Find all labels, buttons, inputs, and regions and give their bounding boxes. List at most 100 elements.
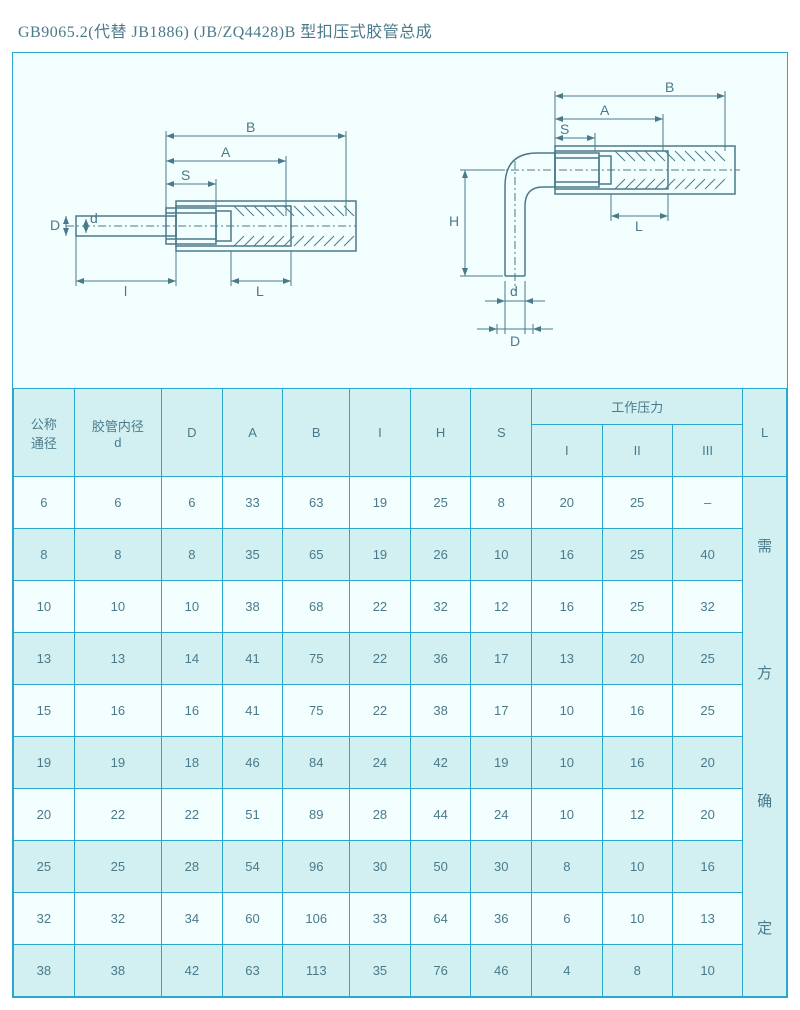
table-cell: 10 <box>74 581 161 633</box>
table-cell: 24 <box>471 789 532 841</box>
table-cell: 38 <box>410 685 471 737</box>
svg-text:H: H <box>449 213 459 229</box>
col-nominal: 公称 通径 <box>14 389 75 477</box>
table-cell: 20 <box>14 789 75 841</box>
table-cell: 16 <box>74 685 161 737</box>
table-cell: 12 <box>471 581 532 633</box>
diagram-straight-fitting: B A S <box>46 116 376 326</box>
table-row: 252528549630503081016 <box>14 841 787 893</box>
table-cell: 16 <box>602 685 672 737</box>
table-row: 1919184684244219101620 <box>14 737 787 789</box>
table-cell: 30 <box>471 841 532 893</box>
table-cell: 4 <box>532 945 602 997</box>
table-cell: 10 <box>162 581 223 633</box>
table-cell: 22 <box>350 581 411 633</box>
table-cell: 8 <box>162 529 223 581</box>
table-cell: 38 <box>14 945 75 997</box>
svg-text:B: B <box>665 79 674 95</box>
table-cell: 33 <box>222 477 283 529</box>
table-cell: 20 <box>672 789 742 841</box>
col-H: H <box>410 389 471 477</box>
page-title: GB9065.2(代替 JB1886) (JB/ZQ4428)B 型扣压式胶管总… <box>18 18 788 42</box>
col-B: B <box>283 389 350 477</box>
table-cell: – <box>672 477 742 529</box>
table-cell: 46 <box>222 737 283 789</box>
svg-text:L: L <box>635 218 643 234</box>
svg-text:A: A <box>221 144 231 160</box>
table-cell: 65 <box>283 529 350 581</box>
table-cell: 19 <box>14 737 75 789</box>
table-cell: 36 <box>410 633 471 685</box>
diagram-panel: B A S <box>13 53 787 388</box>
table-cell: 75 <box>283 633 350 685</box>
table-cell: 20 <box>532 477 602 529</box>
table-row: 6663363192582025–需方确定 <box>14 477 787 529</box>
table-cell: 8 <box>74 529 161 581</box>
table-row: 1010103868223212162532 <box>14 581 787 633</box>
table-cell: 32 <box>410 581 471 633</box>
table-cell: 51 <box>222 789 283 841</box>
table-cell: 18 <box>162 737 223 789</box>
content-frame: B A S <box>12 52 788 998</box>
spec-table-wrap: 公称 通径 胶管内径 d D A B I H S 工作压力 L I II III… <box>13 388 787 997</box>
table-row: 1313144175223617132025 <box>14 633 787 685</box>
table-cell: 6 <box>162 477 223 529</box>
table-cell: 10 <box>532 737 602 789</box>
table-cell: 16 <box>162 685 223 737</box>
table-cell: 30 <box>350 841 411 893</box>
table-cell: 63 <box>222 945 283 997</box>
table-cell: 22 <box>74 789 161 841</box>
table-cell: 28 <box>350 789 411 841</box>
table-cell: 46 <box>471 945 532 997</box>
svg-text:S: S <box>560 121 569 137</box>
col-A: A <box>222 389 283 477</box>
table-cell: 25 <box>672 633 742 685</box>
svg-text:B: B <box>246 119 255 135</box>
table-cell: 8 <box>532 841 602 893</box>
table-row: 8883565192610162540 <box>14 529 787 581</box>
table-cell: 63 <box>283 477 350 529</box>
table-cell: 32 <box>14 893 75 945</box>
table-cell: 6 <box>74 477 161 529</box>
table-cell: 75 <box>283 685 350 737</box>
table-row: 1516164175223817101625 <box>14 685 787 737</box>
table-cell: 16 <box>532 529 602 581</box>
table-cell: 8 <box>14 529 75 581</box>
table-cell: 6 <box>532 893 602 945</box>
table-cell: 22 <box>350 685 411 737</box>
table-cell: 22 <box>350 633 411 685</box>
table-cell: 41 <box>222 685 283 737</box>
table-cell: 16 <box>602 737 672 789</box>
table-cell: 25 <box>74 841 161 893</box>
table-cell: 40 <box>672 529 742 581</box>
svg-text:d: d <box>510 283 518 299</box>
col-L: L <box>743 389 787 477</box>
table-cell: 34 <box>162 893 223 945</box>
table-cell: 12 <box>602 789 672 841</box>
table-cell: 25 <box>14 841 75 893</box>
col-S: S <box>471 389 532 477</box>
header-row-1: 公称 通径 胶管内径 d D A B I H S 工作压力 L <box>14 389 787 425</box>
table-cell: 20 <box>602 633 672 685</box>
table-row: 2022225189284424101220 <box>14 789 787 841</box>
table-cell: 44 <box>410 789 471 841</box>
table-cell: 54 <box>222 841 283 893</box>
table-cell: 19 <box>74 737 161 789</box>
table-cell: 89 <box>283 789 350 841</box>
table-cell: 16 <box>672 841 742 893</box>
col-D: D <box>162 389 223 477</box>
table-cell: 96 <box>283 841 350 893</box>
table-cell: 10 <box>672 945 742 997</box>
table-cell: 17 <box>471 685 532 737</box>
table-cell: 25 <box>410 477 471 529</box>
svg-text:L: L <box>256 283 264 299</box>
table-cell: 6 <box>14 477 75 529</box>
table-cell: 76 <box>410 945 471 997</box>
svg-text:D: D <box>510 333 520 349</box>
table-cell: 25 <box>672 685 742 737</box>
table-cell: 68 <box>283 581 350 633</box>
table-cell: 10 <box>14 581 75 633</box>
col-p1: I <box>532 425 602 477</box>
table-cell: 33 <box>350 893 411 945</box>
col-pressure: 工作压力 <box>532 389 743 425</box>
